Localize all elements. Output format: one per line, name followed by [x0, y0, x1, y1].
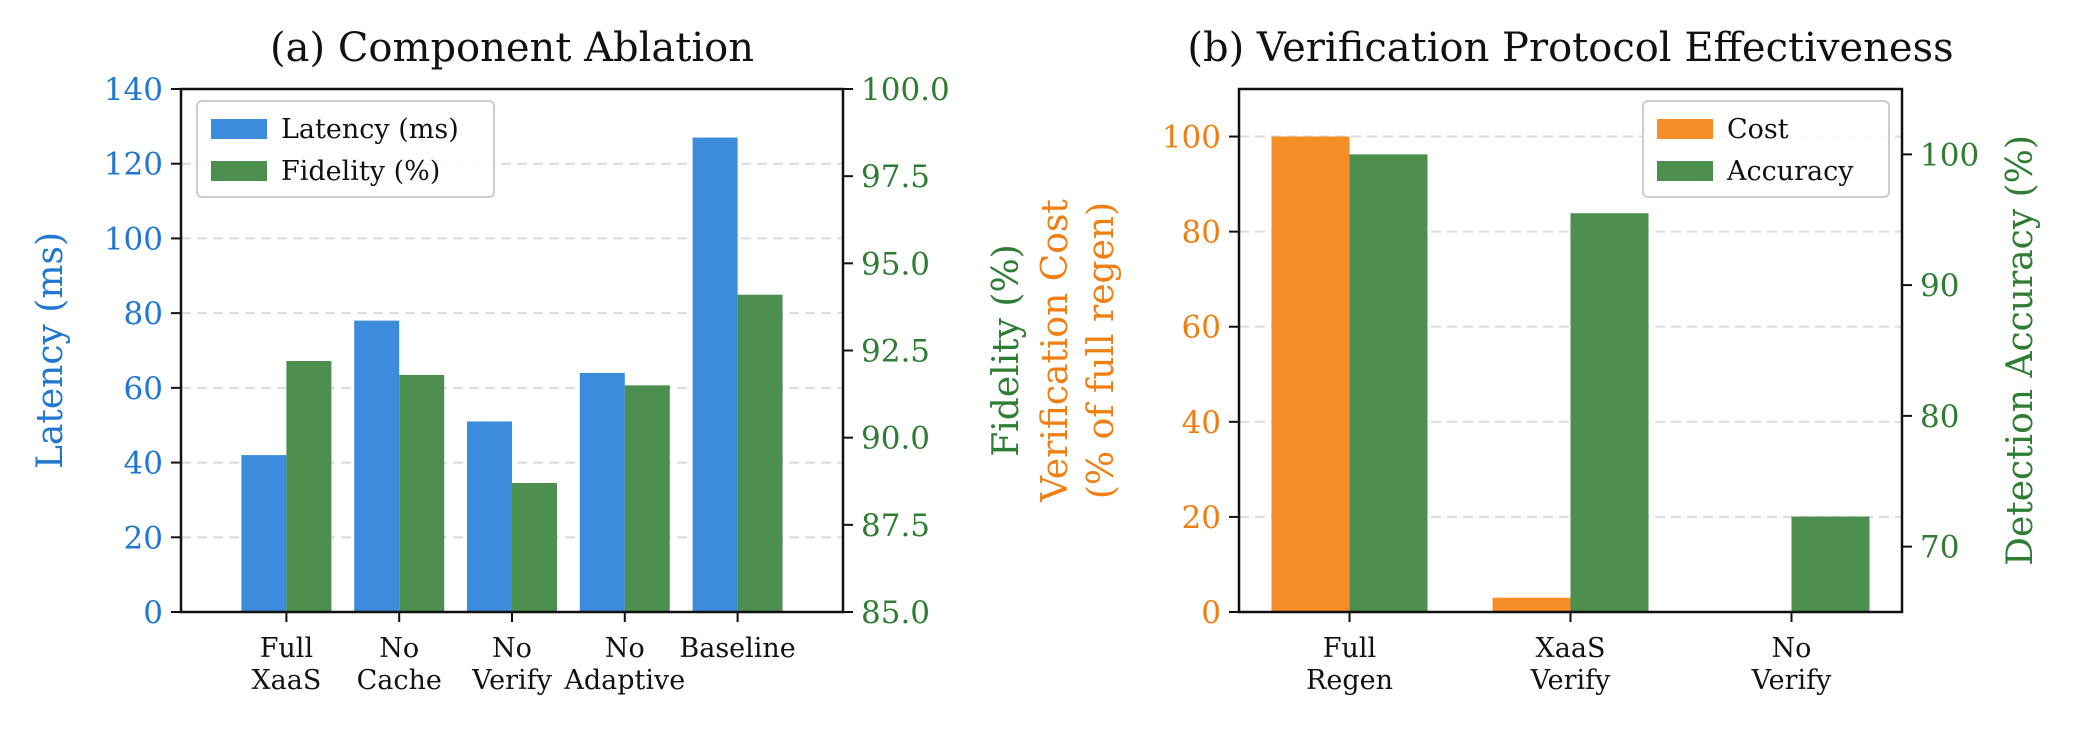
legend-swatch: [211, 161, 267, 181]
bar-accuracy-1: [1570, 213, 1649, 612]
bar-fidelity-4: [737, 294, 783, 612]
right-tick-label: 97.5: [861, 159, 930, 195]
chart-title: (b) Verification Protocol Effectiveness: [1187, 25, 1953, 71]
bar-latency-ms-2: [467, 421, 512, 612]
left-tick-label: 0: [143, 595, 163, 631]
bar-latency-ms-0: [241, 455, 287, 612]
legend-label: Fidelity (%): [281, 156, 440, 187]
left-tick-label: 20: [124, 520, 163, 556]
legend-swatch: [1657, 161, 1713, 181]
left-tick-label: 100: [1162, 120, 1221, 156]
bar-latency-ms-1: [354, 320, 400, 612]
right-tick-label: 87.5: [861, 508, 930, 544]
legend-box: [196, 100, 495, 198]
legend-swatch: [211, 119, 267, 139]
left-tick-label: 60: [1182, 310, 1221, 346]
left-axis-label: Latency (ms): [30, 232, 71, 469]
legend-label: Cost: [1727, 114, 1789, 145]
category-label: Verify: [1751, 665, 1833, 696]
category-label: Cache: [357, 665, 442, 696]
right-tick-label: 85.0: [861, 595, 930, 631]
left-tick-label: 140: [104, 72, 163, 108]
panel-verification-protocol: 020406080100708090100FullRegenXaaSVerify…: [1035, 25, 2041, 696]
category-label: No: [492, 633, 532, 664]
left-axis-label: (% of full regen): [1081, 202, 1122, 499]
left-tick-label: 40: [1182, 405, 1221, 441]
panel-component-ablation: 0 20 40 60 80 100 120 140 85.0 87.5 90.0 92.5 95.0 97…: [30, 25, 1027, 696]
bar-latency-ms-4: [692, 137, 738, 613]
category-label: Regen: [1306, 665, 1393, 696]
right-tick-label: 80: [1920, 399, 1959, 435]
legend-label: Latency (ms): [281, 114, 459, 145]
bar-accuracy-0: [1349, 154, 1428, 612]
left-tick-label: 80: [1182, 215, 1221, 251]
bar-fidelity-3: [624, 385, 670, 612]
bar-latency-ms-3: [579, 372, 625, 612]
right-tick-label: 92.5: [861, 334, 930, 370]
left-tick-label: 100: [104, 221, 163, 257]
category-label: No: [1772, 633, 1812, 664]
right-tick-label: 90.0: [861, 421, 930, 457]
legend-label: Accuracy: [1726, 156, 1854, 187]
category-label: Verify: [1530, 665, 1612, 696]
chart-title: (a) Component Ablation: [270, 25, 754, 71]
right-axis-label: Fidelity (%): [986, 244, 1027, 456]
right-tick-label: 100: [1920, 137, 1979, 173]
left-tick-label: 40: [124, 446, 163, 482]
left-axis-label: Verification Cost: [1035, 199, 1076, 503]
left-tick-label: 120: [104, 147, 163, 183]
category-label: Baseline: [679, 633, 795, 664]
bar-fidelity-0: [286, 360, 332, 612]
category-label: Verify: [471, 665, 553, 696]
category-label: Full: [1323, 633, 1376, 664]
category-label: Adaptive: [563, 665, 685, 696]
bar-fidelity-2: [512, 482, 557, 612]
category-label: No: [605, 633, 645, 664]
left-tick-label: 60: [124, 371, 163, 407]
bar-accuracy-2: [1791, 516, 1870, 612]
bar-fidelity-1: [399, 374, 445, 612]
right-tick-label: 100.0: [861, 72, 950, 108]
category-label: XaaS: [251, 665, 321, 696]
category-label: Full: [260, 633, 313, 664]
right-tick-label: 90: [1920, 268, 1959, 304]
left-tick-label: 20: [1182, 500, 1221, 536]
right-axis-label: Detection Accuracy (%): [2000, 135, 2041, 566]
legend-swatch: [1657, 119, 1713, 139]
category-label: No: [379, 633, 419, 664]
left-tick-label: 0: [1201, 595, 1221, 631]
right-tick-label: 70: [1920, 530, 1959, 566]
bar-cost-0: [1271, 136, 1350, 612]
category-label: XaaS: [1536, 633, 1606, 664]
bar-cost-1: [1492, 597, 1571, 612]
right-tick-label: 95.0: [861, 246, 930, 282]
left-tick-label: 80: [124, 296, 163, 332]
